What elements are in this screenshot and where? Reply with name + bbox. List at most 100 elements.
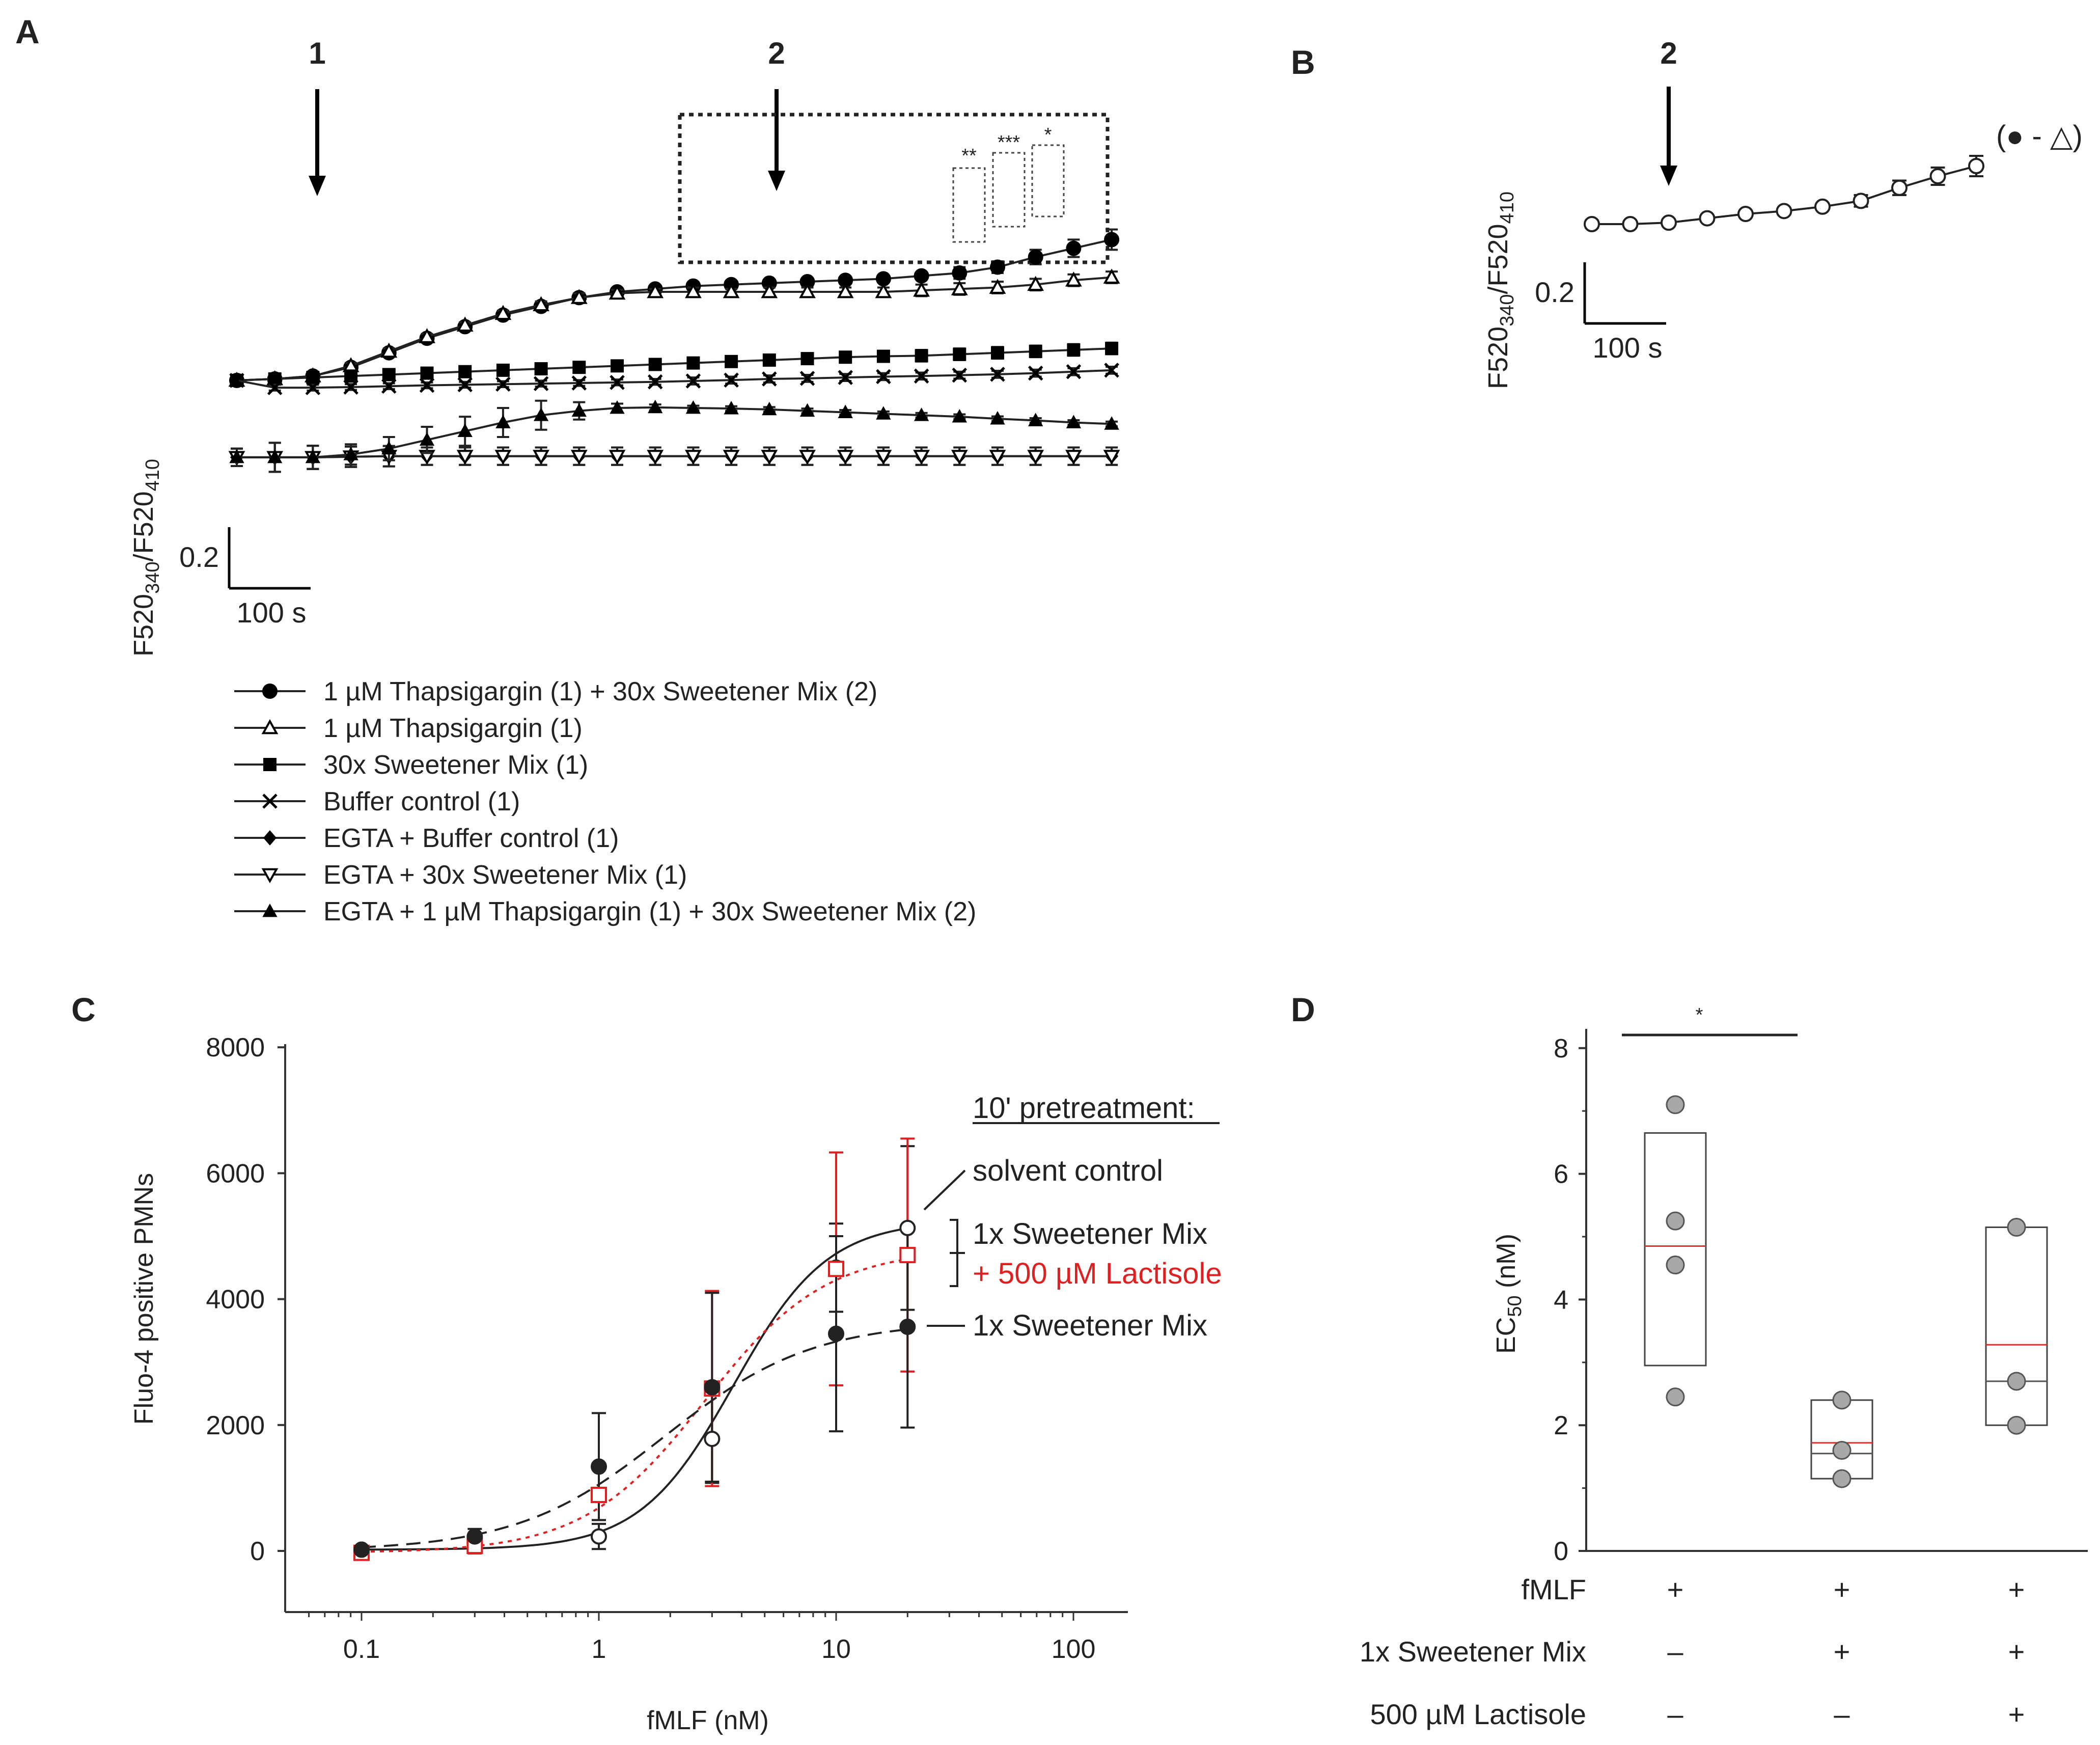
zoom-region-box [678,113,1110,264]
panel-a-scale-x-label: 100 s [237,596,307,629]
data-point-buffer-control-1 [838,370,853,385]
data-point-egta-30x-sweetener-mix-1 [456,450,474,465]
data-point-egta-30x-sweetener-mix-1 [533,450,549,465]
data-point-egta-30x-sweetener-mix-1 [647,450,664,465]
data-point-group-2 [1832,1441,1852,1460]
panel-d-significance-star: * [1696,1004,1703,1026]
data-point-30x-sweetener-mix-1 [915,349,928,363]
data-point-buffer-control-1 [381,378,397,394]
data-point-30x-sweetener-mix-1 [534,362,548,376]
data-point-egta-1-m-thapsigargin-1-30x-sweetener-mix-2 [648,399,663,414]
panel-c-x-axis-label: fMLF (nM) [647,1706,769,1735]
arrow-1 [309,89,326,196]
x-tick-label: 1 [592,1634,606,1664]
box-group-3 [1985,1226,2048,1426]
trace-line-buffer-control-1 [236,369,1112,389]
x-tick-label: 0.1 [343,1634,380,1664]
significance-stars-3: * [1044,124,1052,146]
data-point-egta-30x-sweetener-mix-1 [951,450,968,465]
data-point-egta-1-m-thapsigargin-1-30x-sweetener-mix-2 [952,409,967,423]
arrow-2-label: 2 [768,36,785,70]
data-point-egta-30x-sweetener-mix-1 [761,450,778,465]
data-point-1-m-thapsigargin-1 [685,283,702,298]
data-point-egta-1-m-thapsigargin-1-30x-sweetener-mix-2 [724,401,739,415]
data-point-1x-sweetener-mix [591,1458,607,1475]
data-point-buffer-control-1 [610,375,625,390]
data-point-1-m-thapsigargin-1 [875,283,892,298]
data-point-buffer-control-1 [343,379,358,395]
trace-line-egta-30x-sweetener-mix-1 [237,455,1112,458]
panel-a-scale-y-label: 0.2 [179,541,219,573]
data-point-egta-1-m-thapsigargin-1-30x-sweetener-mix-2 [685,400,701,414]
trace-line-1-m-thapsigargin-1 [236,276,1112,381]
data-point-1-m-thapsigargin-1 [1065,271,1082,287]
data-point-solvent-control [591,1528,607,1545]
data-point-egta-30x-sweetener-mix-1 [837,450,854,465]
significance-box-2 [992,152,1026,228]
panel-d-label: D [1291,991,1315,1028]
panel-b-scale-bar [1583,262,1666,325]
data-point-egta-1-m-thapsigargin-1-30x-sweetener-mix-2 [267,449,283,463]
panel-b-label: B [1291,43,1315,81]
panel-a-y-axis-label: F520340/F520410 [128,459,163,657]
data-point-group-3 [2007,1415,2026,1435]
data-point-buffer-control-1 [533,376,549,391]
fit-curve-1x-sweetener-mix-500-m-lactisole [361,1258,908,1553]
data-point-1-m-thapsigargin-1 [380,342,398,358]
data-point-1-m-thapsigargin-1 [799,283,816,298]
data-point-group-2 [1832,1469,1852,1488]
data-point-egta-1-m-thapsigargin-1-30x-sweetener-mix-2 [838,404,853,418]
significance-stars-1: ** [961,145,977,167]
panel-a-legend: 1 µM Thapsigargin (1) + 30x Sweetener Mi… [234,677,976,926]
panel-c-annotation-title: 10' pretreatment: [973,1092,1195,1125]
panel-b-arrow-label: 2 [1660,36,1677,70]
data-point-1-m-thapsigargin-1 [989,279,1006,294]
data-point-30x-sweetener-mix-1 [420,366,434,380]
data-point-group-3 [2007,1217,2026,1237]
panel-c-annotation-solvent: solvent control [973,1154,1163,1187]
data-point-30x-sweetener-mix-1 [458,365,472,378]
data-point-30x-sweetener-mix-1 [686,356,700,370]
panel-d-condition-table: fMLF 1x Sweetener Mix 500 µM Lactisole +… [1360,1573,2025,1730]
significance-stars-2: *** [998,132,1020,153]
data-point-1x-sweetener-mix [466,1528,483,1545]
data-point-difference [1661,214,1677,231]
data-point-difference [1699,210,1716,227]
data-point-buffer-control-1 [495,376,511,392]
panel-b-scale-x-label: 100 s [1593,332,1663,364]
data-point-difference [1891,179,1908,196]
y-tick-label: 2000 [206,1411,265,1440]
data-point-egta-30x-sweetener-mix-1 [685,450,702,465]
data-point-buffer-control-1 [647,374,663,390]
trace-line-egta-1-m-thapsigargin-1-30x-sweetener-mix-2 [237,406,1112,458]
data-point-group-1 [1666,1211,1685,1231]
data-point-30x-sweetener-mix-1 [496,363,510,377]
legend-marker-egta-30x-sweetener-mix-1 [261,868,279,884]
data-point-30x-sweetener-mix-1 [953,347,966,361]
y-tick-label: 0 [250,1537,265,1566]
panel-c-ticks: 0 2000 4000 6000 8000 0.1 1 10 100 [206,1033,1095,1664]
y-tick-label: 6000 [206,1159,265,1188]
data-point-egta-1-m-thapsigargin-1-30x-sweetener-mix-2 [1028,413,1043,426]
x-tick-label: 10 [821,1634,851,1664]
data-point-1-m-thapsigargin-1 [761,283,778,298]
legend-marker-buffer-control-1 [262,794,278,809]
data-point-egta-1-m-thapsigargin-1-30x-sweetener-mix-2 [495,415,511,428]
data-point-egta-1-m-thapsigargin-1-30x-sweetener-mix-2 [876,406,891,420]
x-tick-label: 100 [1052,1634,1096,1664]
data-point-egta-30x-sweetener-mix-1 [799,450,816,465]
panel-b-trace [1584,155,1984,232]
data-point-1x-sweetener-mix [353,1541,370,1558]
y-tick-label: 6 [1554,1160,1568,1189]
data-point-buffer-control-1 [1066,364,1082,379]
data-point-egta-1-m-thapsigargin-1-30x-sweetener-mix-2 [457,423,473,437]
legend-entry: EGTA + 1 µM Thapsigargin (1) + 30x Sweet… [323,897,976,926]
data-point-difference [1929,168,1946,184]
panel-c-solvent-leader [923,1169,966,1211]
legend-entry: EGTA + 30x Sweetener Mix (1) [323,860,687,890]
data-point-30x-sweetener-mix-1 [611,359,624,373]
data-point-30x-sweetener-mix-1 [1105,342,1119,356]
panel-b-arrow [1660,87,1677,186]
data-point-difference [1584,216,1600,232]
data-point-1x-sweetener-mix [828,1325,844,1342]
